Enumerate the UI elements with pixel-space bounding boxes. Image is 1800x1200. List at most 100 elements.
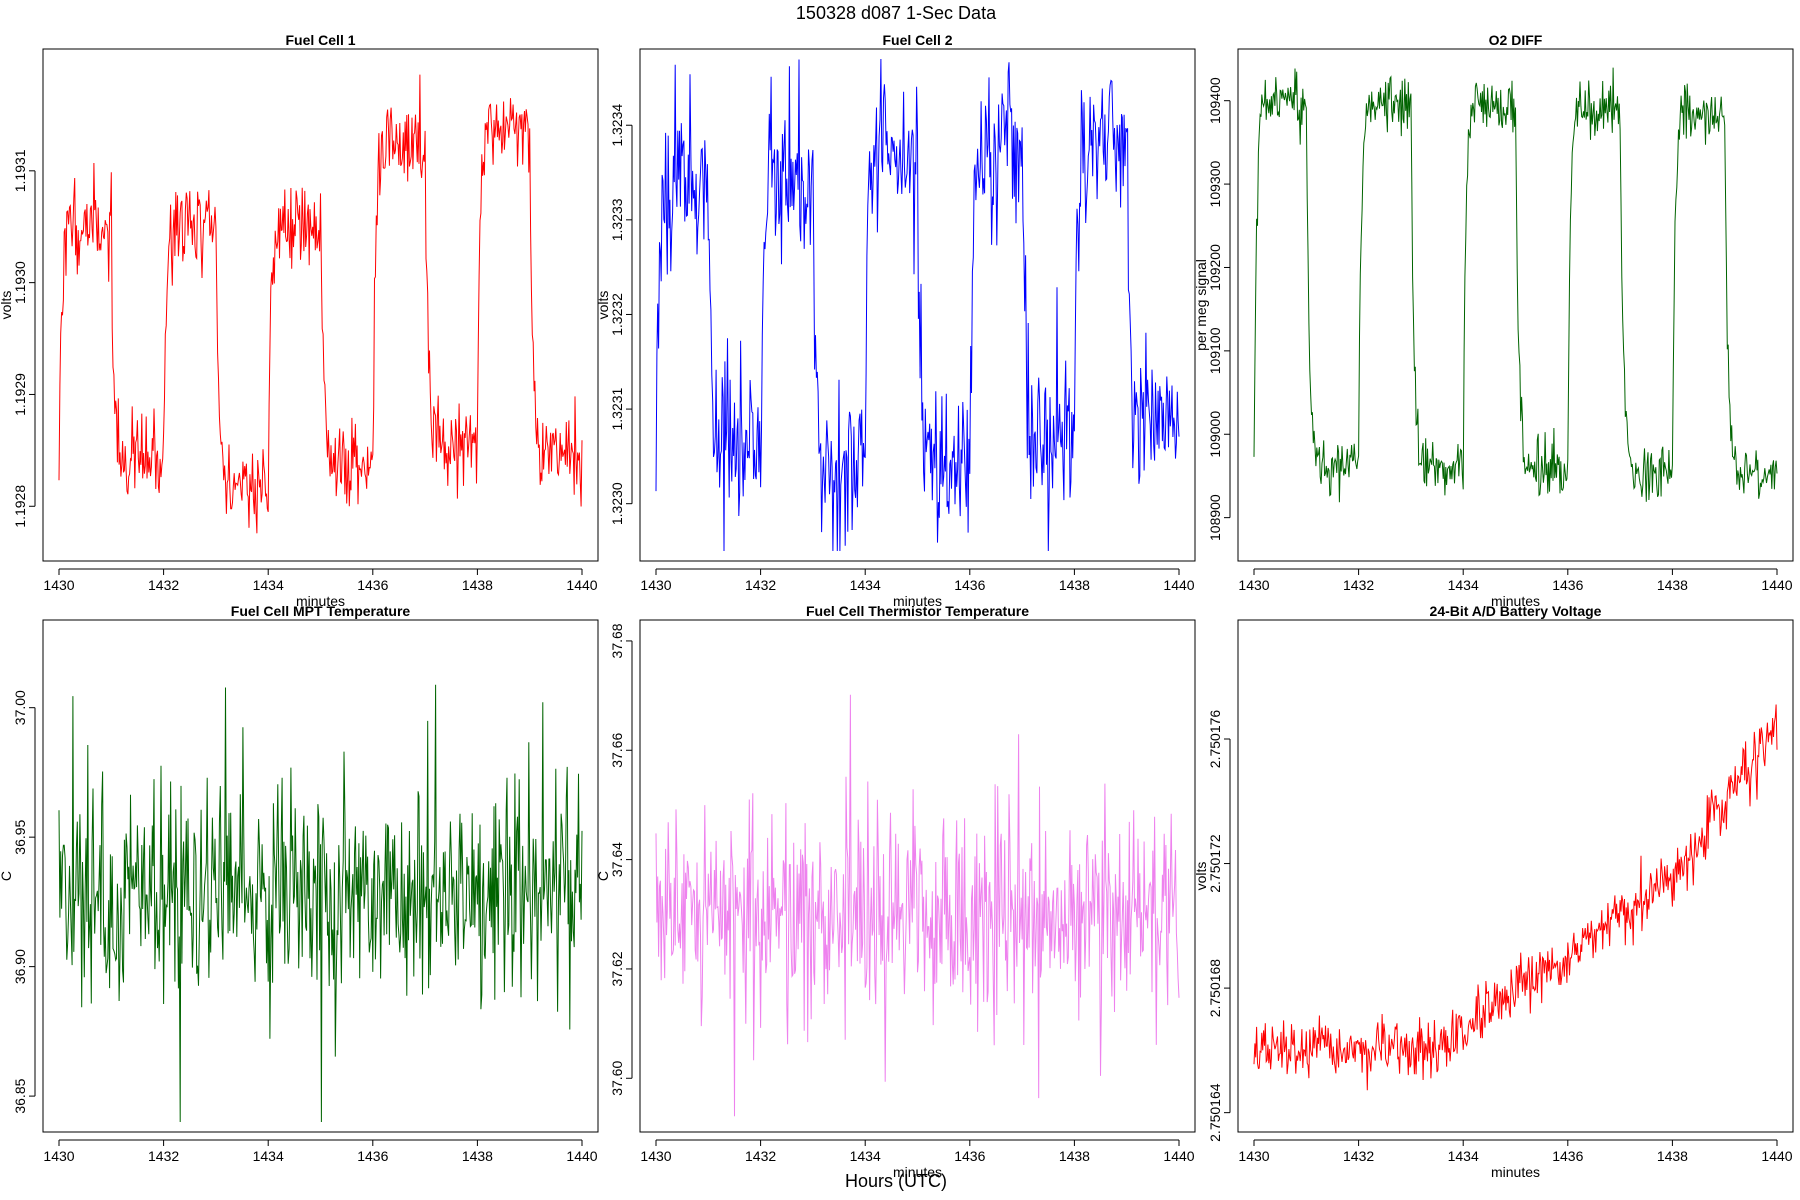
figure-outer-xlabel: Hours (UTC)	[845, 1171, 947, 1191]
x-axis-label: minutes	[296, 593, 345, 609]
x-tick-label: 1436	[954, 1148, 985, 1164]
x-tick-label: 1440	[566, 577, 597, 593]
x-tick-label: 1430	[43, 577, 74, 593]
x-tick-label: 1436	[1552, 1148, 1583, 1164]
plot-frame	[42, 619, 599, 1133]
chart-panel-4: Fuel Cell MPT Temperature 1430 1432 1434 143…	[0, 603, 599, 1164]
y-tick-label: 37.66	[609, 733, 625, 768]
y-tick-label: 2.750172	[1207, 834, 1223, 893]
y-tick-label: 37.68	[609, 623, 625, 658]
y-tick-label: 36.95	[12, 819, 28, 854]
y-tick-label: 37.00	[12, 690, 28, 725]
chart-panel-5: Fuel Cell Thermistor Temperature 1430 1432…	[595, 603, 1196, 1180]
y-tick-label: 1.1928	[12, 485, 28, 528]
plot-frame	[1237, 619, 1794, 1133]
x-tick-label: 1432	[1343, 577, 1374, 593]
x-tick-label: 1434	[253, 1148, 284, 1164]
y-axis-label: C	[595, 871, 611, 881]
x-tick-label: 1434	[850, 577, 881, 593]
y-tick-label: 1.1930	[12, 261, 28, 304]
series-line	[655, 58, 1180, 552]
x-tick-label: 1432	[745, 577, 776, 593]
series-line	[1253, 67, 1778, 503]
x-tick-label: 1436	[357, 1148, 388, 1164]
y-tick-label: 108900	[1207, 494, 1223, 541]
y-tick-label: 1.3230	[609, 482, 625, 525]
y-tick-label: 1.1929	[12, 373, 28, 416]
x-tick-label: 1438	[1059, 1148, 1090, 1164]
panel-title: Fuel Cell 2	[882, 32, 952, 48]
x-axis-label: minutes	[1491, 1164, 1540, 1180]
x-tick-label: 1432	[148, 1148, 179, 1164]
chart-panel-6: 24-Bit A/D Battery Voltage 1430 1432 1434 14…	[1193, 603, 1794, 1180]
plot-frame	[639, 619, 1196, 1133]
x-tick-label: 1436	[954, 577, 985, 593]
y-tick-label: 109100	[1207, 327, 1223, 374]
panel-title: O2 DIFF	[1489, 32, 1543, 48]
x-tick-label: 1438	[1059, 577, 1090, 593]
y-axis-label: volts	[1193, 862, 1209, 891]
y-tick-label: 109400	[1207, 77, 1223, 124]
x-tick-label: 1434	[253, 577, 284, 593]
series-line	[1253, 704, 1778, 1091]
x-tick-label: 1430	[640, 1148, 671, 1164]
x-tick-label: 1432	[1343, 1148, 1374, 1164]
y-tick-label: 1.3232	[609, 293, 625, 336]
y-tick-label: 2.750164	[1207, 1083, 1223, 1142]
y-tick-label: 37.62	[609, 951, 625, 986]
y-axis-label: volts	[0, 291, 14, 320]
y-tick-label: 36.85	[12, 1078, 28, 1113]
x-axis-label: minutes	[893, 593, 942, 609]
panel-title: 24-Bit A/D Battery Voltage	[1430, 603, 1602, 619]
series-line	[58, 684, 583, 1123]
y-axis-label: per meg signal	[1193, 259, 1209, 351]
x-tick-label: 1436	[357, 577, 388, 593]
x-tick-label: 1434	[1448, 577, 1479, 593]
x-tick-label: 1438	[1657, 577, 1688, 593]
chart-panel-3: O2 DIFF 1430 1432 1434 1436 1438 1440 minutes 10…	[1193, 32, 1794, 609]
y-axis-label: volts	[595, 291, 611, 320]
y-tick-label: 2.750176	[1207, 710, 1223, 769]
y-tick-label: 36.90	[12, 949, 28, 984]
x-tick-label: 1430	[1238, 1148, 1269, 1164]
x-tick-label: 1440	[1163, 1148, 1194, 1164]
x-tick-label: 1440	[566, 1148, 597, 1164]
x-tick-label: 1438	[462, 577, 493, 593]
x-tick-label: 1436	[1552, 577, 1583, 593]
x-tick-label: 1430	[43, 1148, 74, 1164]
series-line	[58, 74, 583, 534]
x-tick-label: 1438	[1657, 1148, 1688, 1164]
x-axis-label: minutes	[1491, 593, 1540, 609]
y-tick-label: 109000	[1207, 411, 1223, 458]
figure-title: 150328 d087 1-Sec Data	[796, 3, 997, 23]
x-tick-label: 1438	[462, 1148, 493, 1164]
x-tick-label: 1434	[1448, 1148, 1479, 1164]
y-tick-label: 109200	[1207, 244, 1223, 291]
y-axis-label: C	[0, 871, 14, 881]
x-tick-label: 1430	[640, 577, 671, 593]
chart-panel-2: Fuel Cell 2 1430 1432 1434 1436 1438 1440 minut…	[595, 32, 1196, 609]
plot-frame	[42, 48, 599, 562]
y-tick-label: 1.3231	[609, 387, 625, 430]
x-tick-label: 1432	[745, 1148, 776, 1164]
panel-title: Fuel Cell Thermistor Temperature	[806, 603, 1029, 619]
x-tick-label: 1432	[148, 577, 179, 593]
y-tick-label: 1.3233	[609, 198, 625, 241]
x-tick-label: 1434	[850, 1148, 881, 1164]
y-tick-label: 109300	[1207, 161, 1223, 208]
x-axis-label: minutes	[893, 1164, 942, 1180]
y-tick-label: 1.3234	[609, 104, 625, 147]
panel-title: Fuel Cell 1	[285, 32, 355, 48]
plot-frame	[639, 48, 1196, 562]
x-tick-label: 1440	[1163, 577, 1194, 593]
y-tick-label: 2.750168	[1207, 959, 1223, 1018]
x-tick-label: 1430	[1238, 577, 1269, 593]
series-line	[655, 694, 1180, 1117]
plot-frame	[1237, 48, 1794, 562]
y-tick-label: 37.64	[609, 842, 625, 877]
chart-panel-1: Fuel Cell 1 1430 1432 1434 1436 1438 1440 minut…	[0, 32, 599, 609]
y-tick-label: 1.1931	[12, 149, 28, 192]
x-tick-label: 1440	[1761, 1148, 1792, 1164]
y-tick-label: 37.60	[609, 1061, 625, 1096]
